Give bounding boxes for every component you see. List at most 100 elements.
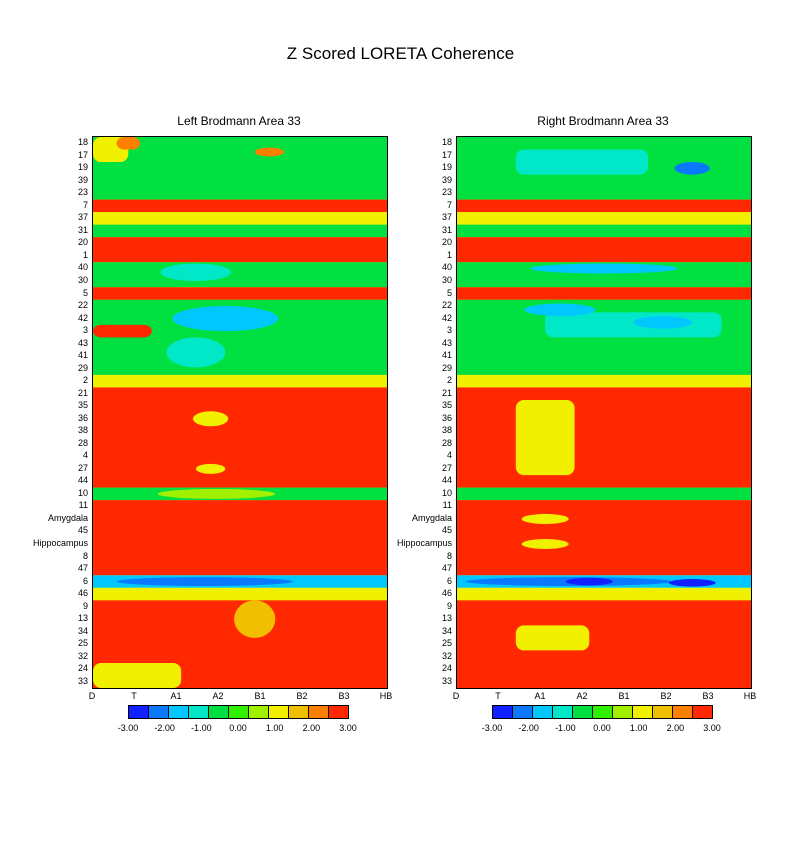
colorbar-swatch [592, 705, 613, 719]
colorbar-tick-label: 3.00 [703, 723, 721, 733]
y-tick-label: 31 [441, 224, 452, 235]
heatmap-blob [524, 303, 596, 317]
heatmap-band [457, 287, 751, 300]
colorbar-swatch [168, 705, 189, 719]
y-tick-label: 8 [82, 550, 88, 561]
y-tick-label: 6 [446, 575, 452, 586]
colorbar-swatch [248, 705, 269, 719]
colorbar-swatch [328, 705, 349, 719]
y-tick-label: 41 [441, 350, 452, 361]
x-tick-label: T [131, 691, 137, 701]
heatmap-band [93, 500, 387, 576]
y-tick-label: 39 [441, 174, 452, 185]
colorbar-swatch [692, 705, 713, 719]
y-tick-label: 24 [441, 663, 452, 674]
y-tick-label: 43 [77, 337, 88, 348]
heatmap-band [93, 212, 387, 225]
heatmap-band [93, 237, 387, 263]
colorbar-swatch [532, 705, 553, 719]
heatmap-area [456, 136, 752, 689]
y-tick-label: 31 [77, 224, 88, 235]
y-tick-label: 11 [442, 500, 452, 511]
y-tick-label: 10 [441, 487, 452, 498]
colorbar-swatch [652, 705, 673, 719]
y-tick-label: 40 [441, 262, 452, 273]
colorbar-swatch [188, 705, 209, 719]
heatmap-blob [565, 577, 613, 586]
left-panel-title: Left Brodmann Area 33 [177, 114, 301, 128]
y-tick-label: 47 [441, 563, 452, 574]
heatmap-blob [192, 411, 229, 427]
heatmap-band [457, 299, 751, 375]
heatmap-band [457, 374, 751, 388]
colorbar-tick-label: 3.00 [339, 723, 357, 733]
heatmap-band [457, 587, 751, 601]
colorbar-swatch [672, 705, 693, 719]
heatmap-blob [668, 579, 716, 587]
colorbar-tick-label: -2.00 [154, 723, 175, 733]
heatmap-blob [157, 488, 276, 499]
y-tick-label: 44 [77, 475, 88, 486]
colorbar-tick-label: 0.00 [593, 723, 611, 733]
y-tick-label: 24 [77, 663, 88, 674]
colorbar-tick-label: -1.00 [191, 723, 212, 733]
heatmap-band [457, 237, 751, 263]
x-tick-label: A1 [534, 691, 546, 701]
y-tick-label: 43 [441, 337, 452, 348]
y-tick-label: 37 [77, 212, 88, 223]
heatmap-blob [674, 162, 710, 175]
heatmap-blob [172, 306, 279, 332]
x-tick-label: A1 [170, 691, 182, 701]
y-tick-label: 22 [441, 300, 452, 311]
y-tick-label: 37 [441, 212, 452, 223]
y-tick-label: 42 [77, 312, 88, 323]
y-tick-label: 47 [77, 563, 88, 574]
colorbar-tick-label: 1.00 [265, 723, 284, 733]
heatmap-band [515, 625, 590, 651]
colorbar-swatch [288, 705, 309, 719]
y-tick-label: 36 [441, 412, 452, 423]
heatmap-blob [254, 147, 285, 157]
y-tick-label: 5 [446, 287, 452, 298]
colorbar-swatch [268, 705, 289, 719]
colorbar-swatch [512, 705, 533, 719]
y-tick-label: 28 [441, 437, 452, 448]
colorbar-tick-label: -3.00 [117, 723, 139, 733]
colorbar-tick-label: 2.00 [666, 723, 685, 733]
colorbar-swatch [492, 705, 513, 719]
y-tick-label: 17 [441, 149, 452, 160]
x-tick-label: B1 [254, 691, 266, 701]
x-tick-label: A2 [212, 691, 224, 701]
y-tick-label: 36 [77, 412, 88, 423]
y-tick-label: 34 [441, 625, 452, 636]
y-tick-label: 4 [82, 450, 88, 461]
y-tick-label: 4 [446, 450, 452, 461]
y-tick-label: 7 [446, 199, 452, 210]
heatmap-band [93, 324, 152, 338]
y-tick-label: 1 [446, 249, 452, 260]
x-tick-label: HB [379, 691, 393, 701]
x-tick-label: B2 [296, 691, 308, 701]
colorbar-tick-label: 2.00 [302, 723, 321, 733]
heatmap-band [457, 600, 751, 688]
heatmap-svg [457, 137, 751, 688]
heatmap-band [93, 224, 387, 238]
x-tick-label: B3 [338, 691, 350, 701]
y-tick-label: 22 [77, 300, 88, 311]
y-tick-label: 3 [446, 325, 452, 336]
y-tick-label: 19 [77, 162, 88, 173]
y-tick-label: 45 [77, 525, 88, 536]
y-tick-label: 20 [441, 237, 452, 248]
y-tick-label: 23 [441, 187, 452, 198]
page-title: Z Scored LORETA Coherence [286, 44, 515, 63]
x-tick-label: B3 [702, 691, 714, 701]
y-tick-label: 25 [77, 638, 88, 649]
heatmap-band [515, 399, 575, 476]
y-tick-label: 39 [77, 174, 88, 185]
y-tick-label: 18 [441, 137, 452, 148]
y-tick-label: 20 [77, 237, 88, 248]
heatmap-svg [93, 137, 387, 688]
colorbar-swatch [228, 705, 249, 719]
y-tick-label: 3 [82, 325, 88, 336]
y-tick-label: 6 [82, 575, 88, 586]
